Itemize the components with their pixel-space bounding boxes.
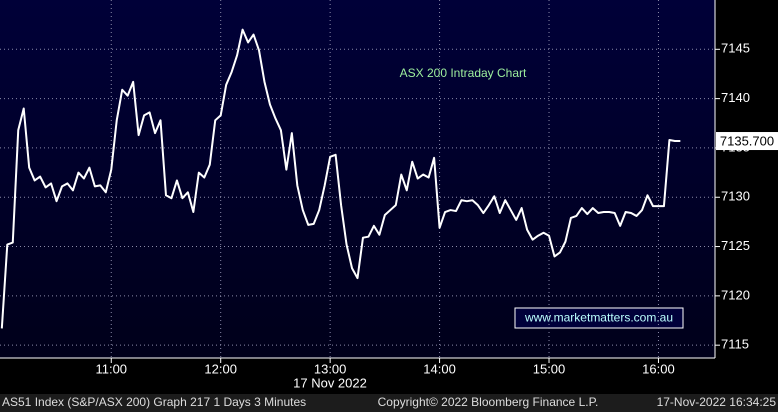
price-line [0, 28, 681, 329]
y-tick-label: 7120 [721, 287, 750, 302]
x-tick-label: 12:00 [204, 361, 237, 376]
footer-center: Copyright© 2022 Bloomberg Finance L.P. [378, 395, 599, 409]
annotation: ASX 200 Intraday Chart [400, 66, 527, 80]
y-tick-label: 7125 [721, 238, 750, 253]
y-tick-label: 7130 [721, 189, 750, 204]
x-sublabel: 17 Nov 2022 [293, 375, 367, 390]
y-tick-label: 7115 [721, 337, 749, 352]
x-tick-label: 16:00 [642, 361, 675, 376]
plot-area [0, 0, 715, 358]
watermark: www.marketmatters.com.au [524, 311, 673, 325]
x-tick-label: 11:00 [95, 361, 127, 376]
watermark-box [514, 307, 684, 329]
footer-left: AS51 Index (S&P/ASX 200) Graph 217 1 Day… [2, 395, 306, 409]
y-tick-label: 7140 [721, 90, 750, 105]
last-price-label: 7135.700 [720, 133, 774, 148]
last-price-box [716, 132, 778, 151]
x-tick-label: 13:00 [314, 361, 347, 376]
footer-right: 17-Nov-2022 16:34:25 [657, 395, 777, 409]
x-tick-label: 15:00 [533, 361, 566, 376]
footer-bar [0, 394, 778, 412]
y-tick-label: 7145 [721, 41, 750, 56]
x-tick-label: 14:00 [423, 361, 456, 376]
